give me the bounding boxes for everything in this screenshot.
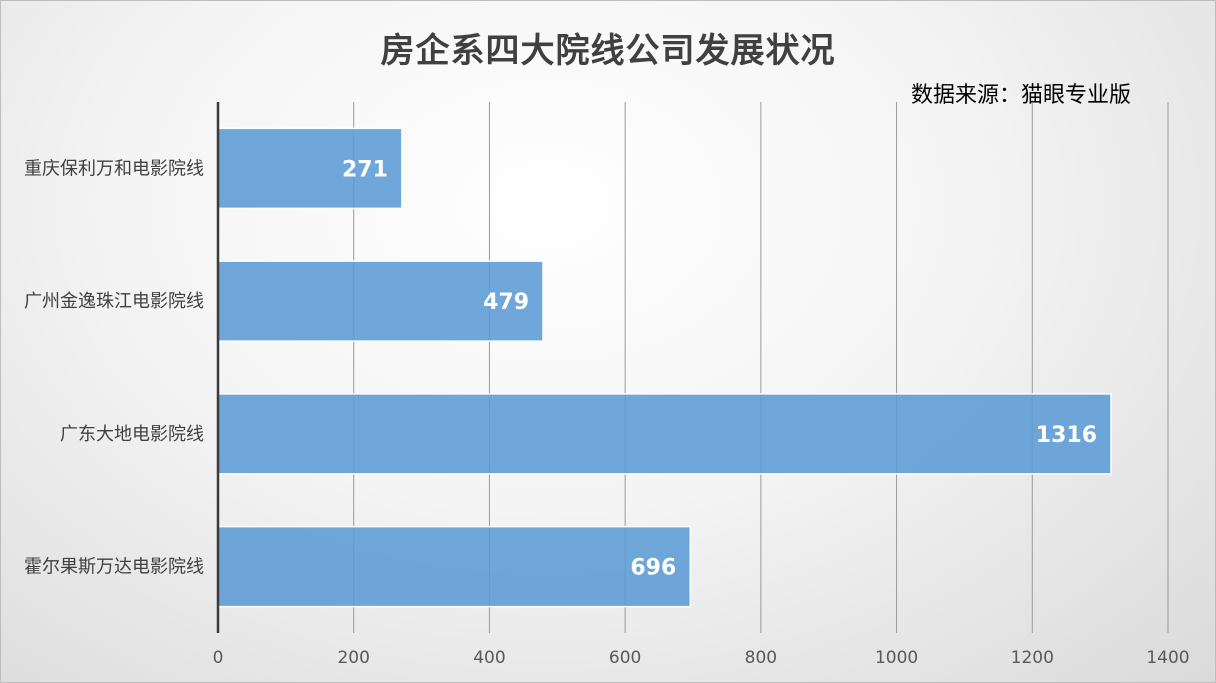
data-label: 479 <box>483 290 529 315</box>
bar <box>217 393 1112 475</box>
bar <box>217 260 544 342</box>
data-label: 696 <box>630 556 676 581</box>
x-tick-label: 1000 <box>875 648 918 668</box>
data-label: 1316 <box>1036 423 1097 448</box>
x-tick-label: 0 <box>213 648 224 668</box>
x-tick-label: 400 <box>473 648 505 668</box>
x-tick-label: 800 <box>745 648 777 668</box>
chart-source: 数据来源：猫眼专业版 <box>910 83 1131 108</box>
category-label: 广州金逸珠江电影院线 <box>24 291 204 312</box>
x-tick-label: 1400 <box>1146 648 1189 668</box>
x-tick-label: 600 <box>609 648 641 668</box>
category-label: 霍尔果斯万达电影院线 <box>24 557 204 578</box>
bar <box>217 127 403 210</box>
category-label: 重庆保利万和电影院线 <box>24 158 204 179</box>
x-tick-label: 200 <box>337 648 369 668</box>
bar <box>217 525 692 608</box>
x-tick-label: 1200 <box>1011 648 1054 668</box>
chart-title: 房企系四大院线公司发展状况 <box>380 31 836 71</box>
category-label: 广东大地电影院线 <box>60 424 204 445</box>
data-label: 271 <box>342 157 388 182</box>
